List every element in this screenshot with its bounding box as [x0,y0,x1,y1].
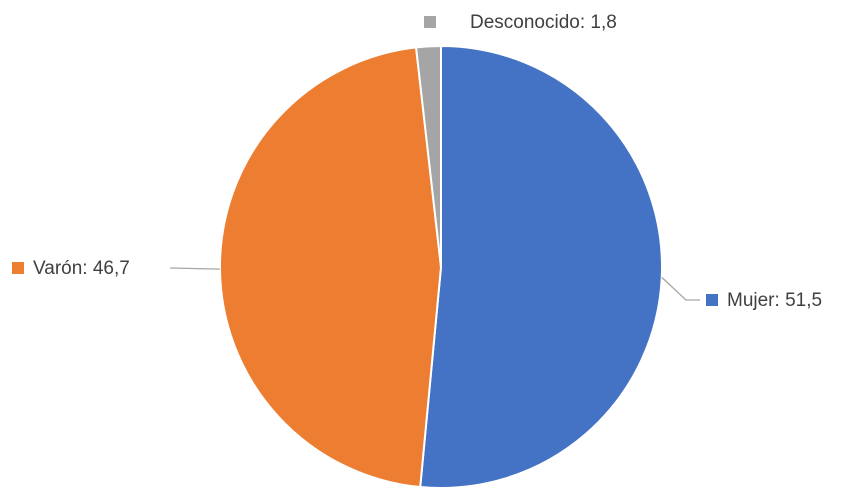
legend-marker-desconocido [424,16,436,28]
leader-lines [169,267,700,301]
legend-marker-mujer [706,294,718,306]
pie-slice-mujer [419,44,663,488]
pie-slice-varon [219,46,443,488]
legend-marker-varon [12,262,24,274]
pie-slice-desconocido [414,44,442,268]
data-label-desconocido: Desconocido: 1,8 [470,12,617,33]
leader-line-0 [661,276,700,301]
data-labels: Mujer: 51,5 Varón: 46,7 Desconocido: 1,8 [12,12,822,311]
data-label-varon: Varón: 46,7 [33,258,130,279]
leader-line-1 [169,267,221,270]
data-label-mujer: Mujer: 51,5 [727,290,822,311]
pie-slices [219,44,663,488]
